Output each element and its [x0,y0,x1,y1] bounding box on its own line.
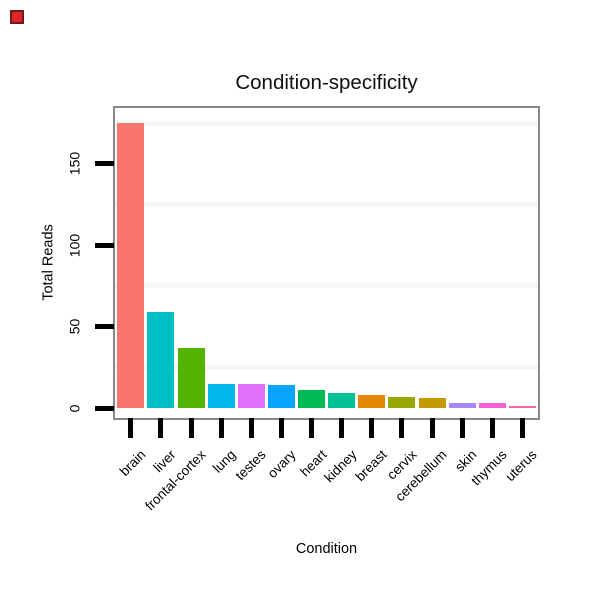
bar-frontal-cortex [177,347,205,408]
x-axis-tick [429,418,435,438]
bar-lung [207,383,235,408]
x-axis-title: Condition [295,541,358,557]
y-tick-label-50: 50 [66,318,83,335]
bar-cerebellum [418,398,446,408]
x-axis-tick [309,418,314,438]
y-tick-label-100: 100 [66,233,83,257]
chart-title: Condition-specificity [235,71,418,94]
x-axis-tick [489,418,495,438]
bar-skin [448,403,476,408]
minor-gridline [115,120,538,126]
bar-kidney [328,393,356,408]
minor-gridline [115,364,538,370]
x-axis-tick [218,418,224,438]
y-axis-tick [95,161,114,167]
x-axis-tick [188,418,194,438]
x-axis-tick [459,418,465,438]
bar-liver [147,312,175,408]
red-square-marker [10,10,24,24]
y-axis-title: Total Reads [40,224,57,301]
x-axis-tick [128,418,134,438]
bar-testes [237,383,265,408]
bar-uterus [508,406,536,408]
bar-heart [298,390,325,408]
y-axis-tick [95,242,114,248]
bar-cervix [388,396,416,408]
y-tick-label-150: 150 [66,152,83,176]
bar-ovary [267,385,295,408]
bar-thymus [478,403,506,408]
minor-gridline [115,202,538,208]
y-tick-label-0: 0 [66,404,83,412]
x-axis-tick [399,418,405,438]
x-axis-tick [248,418,254,438]
minor-gridline [115,283,538,289]
x-axis-tick [158,418,164,438]
x-axis-tick [519,418,525,438]
y-axis-tick [95,405,114,411]
x-axis-tick [369,418,375,438]
bar-brain [117,123,145,408]
y-axis-tick [95,324,114,330]
x-axis-tick [339,418,345,438]
x-axis-tick [278,418,284,438]
bar-breast [358,395,386,408]
